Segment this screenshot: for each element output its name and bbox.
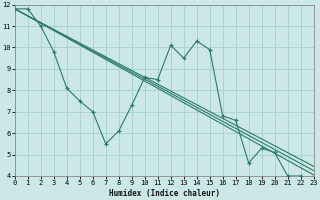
X-axis label: Humidex (Indice chaleur): Humidex (Indice chaleur) (109, 189, 220, 198)
